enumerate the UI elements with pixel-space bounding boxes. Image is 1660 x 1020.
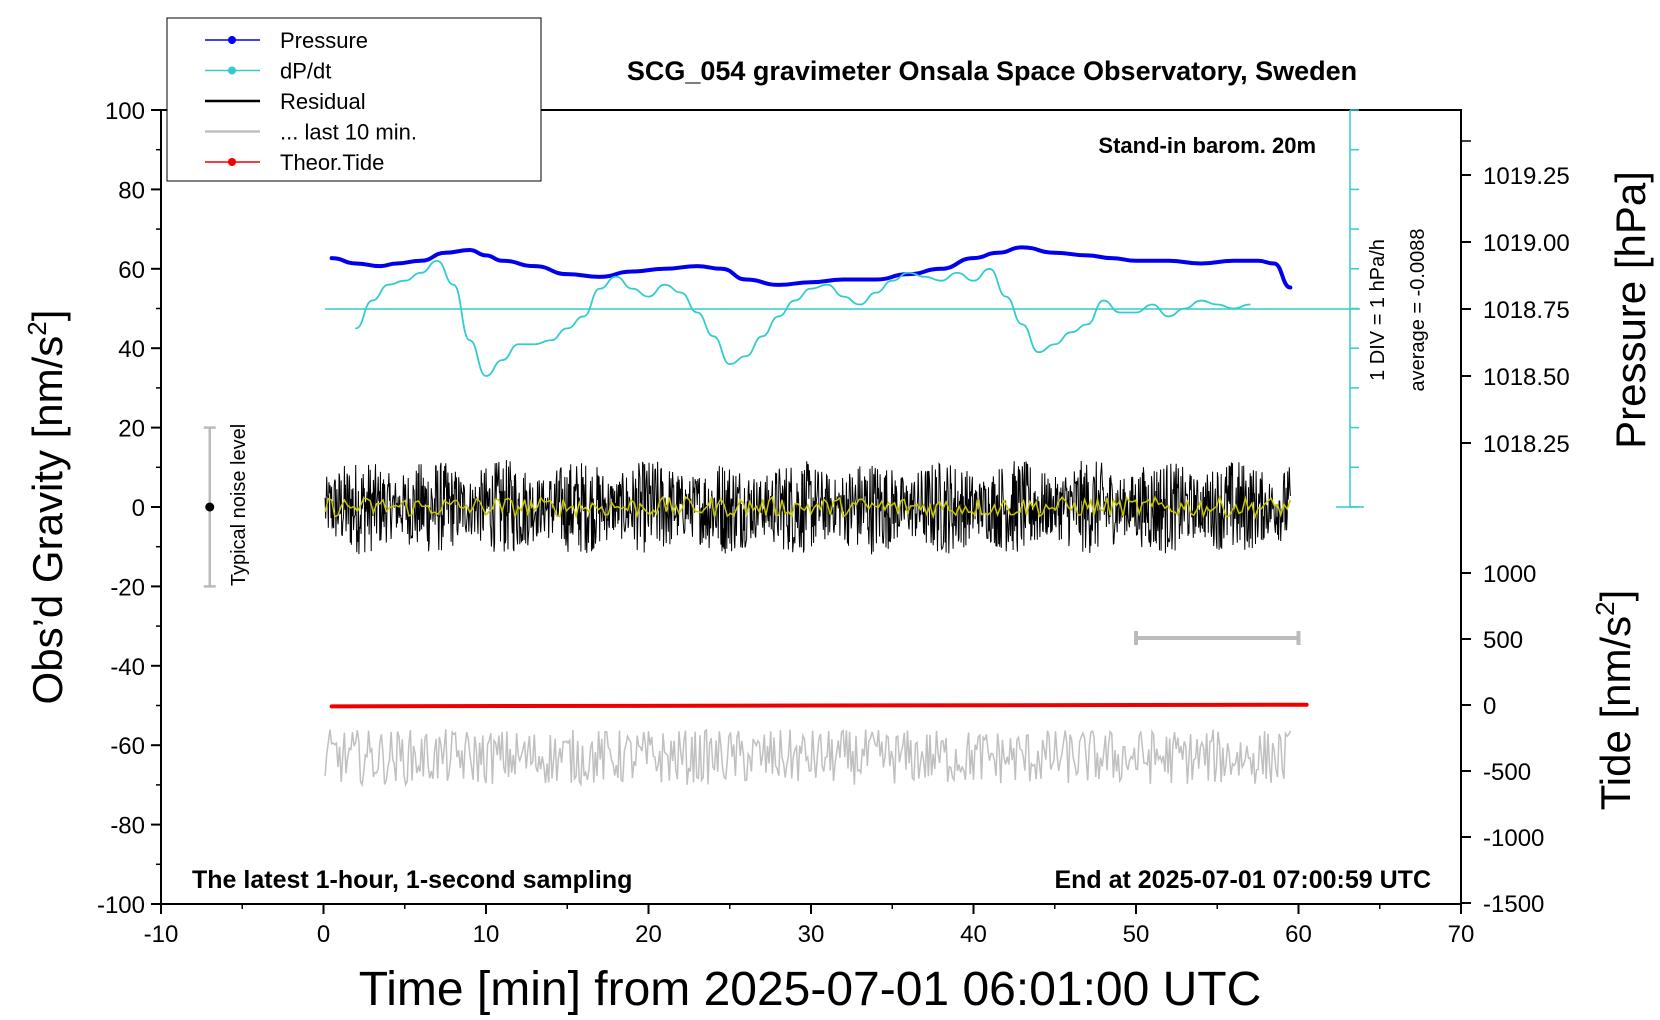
noise-bar [203,426,216,588]
legend-box [166,17,542,182]
tide-tick-label: -1500 [1483,891,1544,918]
bottom-left-note: The latest 1-hour, 1-second sampling [192,866,632,894]
noise-label: Typical noise level [228,424,250,586]
y-tick-label: 40 [118,336,145,363]
x-tick-label: 30 [798,921,825,948]
pressure-tick-label: 1019.00 [1483,230,1570,257]
series-line-pressure [329,245,1293,290]
x-tick-label: 40 [960,921,987,948]
average-label: average = -0.0088 [1407,229,1429,392]
tide-tick-label: 500 [1483,627,1523,654]
tide-tick-label: 1000 [1483,561,1536,588]
pressure-tick-label: 1018.75 [1483,297,1570,324]
tide-axis-ticks: 1000 500 0 -500 -1000 -1500 [1461,561,1544,918]
y-tick-label: -40 [110,654,145,681]
pressure-tick-label: 1019.25 [1483,163,1570,190]
div-label: 1 DIV = 1 hPa/h [1367,239,1389,381]
noise-bar-dot [205,502,215,512]
x-tick-label: 70 [1448,921,1475,948]
x-tick-label: 50 [1123,921,1150,948]
legend-label: ... last 10 min. [280,120,417,145]
legend-marker [228,158,236,166]
last10-line [324,728,1292,788]
y-axis-label-close: ] [24,310,71,322]
legend-label: Residual [280,89,366,114]
x-tick-label: -10 [144,921,179,948]
tide-axis-label-close: ] [1592,590,1639,602]
y-tick-label: 60 [118,257,145,284]
x-tick-label: 20 [635,921,662,948]
y-tick-label: -60 [110,733,145,760]
x-axis-label: Time [min] from 2025-07-01 06:01:00 UTC [359,963,1262,1016]
legend-label: Pressure [280,28,368,53]
legend-marker [228,66,236,75]
y-tick-label: -100 [97,892,145,919]
last10-bar [1134,631,1301,645]
tide-axis-label-text: Tide [nm/s [1592,616,1639,811]
y-tick-label: 80 [118,177,145,204]
y-tick-label: 20 [118,416,145,443]
pressure-axis-ticks: 1019.25 1019.00 1018.75 1018.50 1018.25 [1461,140,1570,458]
tide-tick-label: -1000 [1483,825,1544,852]
residual-series [324,459,1292,555]
y-axis-label-text: Obs’d Gravity [nm/s [24,336,71,705]
y-tick-label: 100 [105,98,145,125]
y-tick-label: -20 [110,574,145,601]
pressure-tick-label: 1018.25 [1483,431,1570,458]
x-tick-label: 60 [1285,921,1312,948]
x-tick-label: 10 [473,921,500,948]
series-group [329,245,1309,709]
pressure-axis-label: Pressure [hPa] [1607,171,1654,449]
x-tick-label: 0 [317,921,330,948]
y-axis-label-exp: 2 [22,321,52,335]
chart-title: SCG_054 gravimeter Onsala Space Observat… [627,56,1357,86]
tide-tick-label: 0 [1483,693,1496,720]
bottom-right-note: End at 2025-07-01 07:00:59 UTC [1054,866,1431,894]
legend-label: Theor.Tide [280,150,384,175]
tide-axis-label: Tide [nm/s2] [1590,590,1639,811]
pressure-tick-label: 1018.50 [1483,364,1570,391]
series-line-dp-dt [355,259,1251,377]
y-tick-label: 0 [132,495,145,522]
legend: Pressure dP/dt Residual ... last 10 min. The… [166,17,542,182]
series-line-theor-tide [329,702,1309,709]
y-tick-label: -80 [110,813,145,840]
residual-smooth-line [324,494,1292,520]
legend-marker [228,36,236,44]
tide-axis-label-exp: 2 [1590,601,1620,615]
tide-tick-label: -500 [1483,759,1531,786]
y-axis-ticks: 100 80 60 40 20 0 -20 -40 -60 -80 -100 [97,98,161,919]
residual-line [324,459,1291,555]
y-axis-label: Obs’d Gravity [nm/s2] [22,310,71,705]
legend-label: dP/dt [280,59,331,84]
barometer-note: Stand-in barom. 20m [1098,133,1316,158]
x-axis-ticks: -10 0 10 20 30 40 50 60 70 [144,904,1475,948]
last10-series [324,728,1292,788]
